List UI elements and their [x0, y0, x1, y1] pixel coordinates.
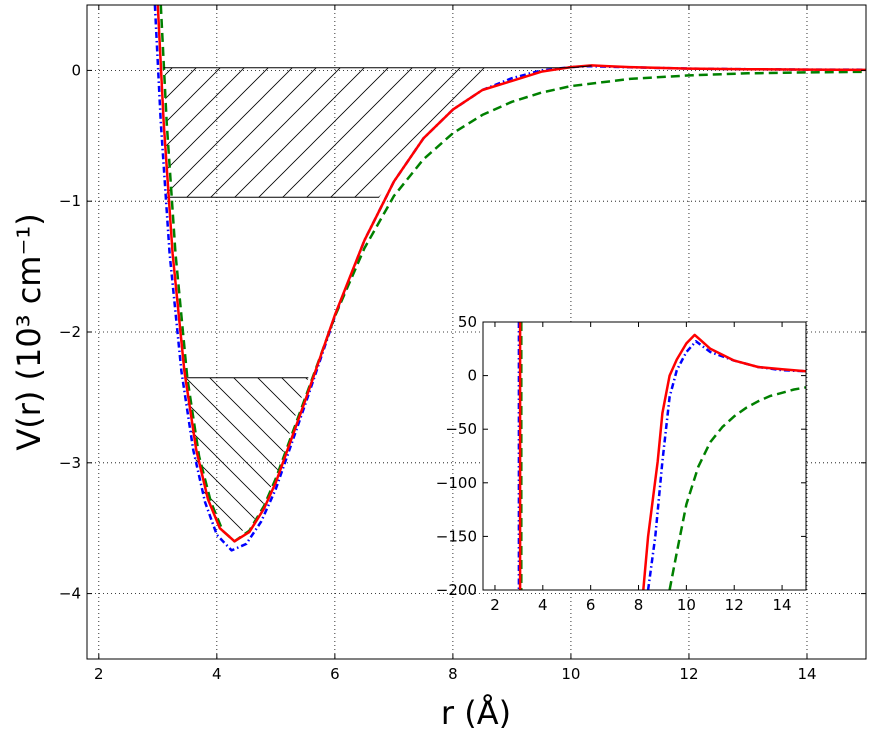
inset-x-tick-label: 10: [677, 596, 696, 614]
y-axis-title: V(r) (10³ cm⁻¹): [10, 213, 48, 450]
hatched-region-2: [184, 377, 309, 539]
main-x-tick-label: 4: [212, 665, 222, 683]
inset-y-tick-label: 0: [467, 367, 477, 385]
main-y-tick-label: −1: [59, 192, 81, 210]
inset-x-tick-label: 12: [725, 596, 744, 614]
inset-x-tick-label: 4: [538, 596, 548, 614]
main-y-tick-label: −3: [59, 454, 81, 472]
main-x-tick-label: 14: [797, 665, 816, 683]
main-series-line-3: [156, 5, 866, 543]
main-x-tick-label: 6: [330, 665, 340, 683]
inset-y-tick-label: −50: [445, 420, 477, 438]
main-x-tick-label: 2: [94, 665, 104, 683]
inset-x-tick-label: 14: [773, 596, 792, 614]
hatched-regions: [164, 67, 498, 539]
inset-series-line-5: [642, 333, 806, 590]
main-y-tick-label: −2: [59, 323, 81, 341]
main-x-tick-label: 12: [679, 665, 698, 683]
main-series-line-4: [163, 65, 592, 69]
inset-ticks: 2 4 6 8 10 12 14 50 0 −50 −100 −150 −200: [436, 313, 806, 614]
x-axis-title: r (Å): [441, 694, 511, 732]
inset-x-tick-label: 2: [490, 596, 500, 614]
inset-y-tick-label: −200: [436, 581, 477, 599]
main-series: [153, 5, 866, 552]
main-y-tick-label: 0: [71, 61, 81, 79]
inset-y-tick-label: 50: [458, 313, 477, 331]
inset-plot-background: [483, 322, 806, 590]
inset-x-tick-label: 8: [634, 596, 644, 614]
inset-y-tick-label: −150: [436, 527, 477, 545]
inset-series-line-3: [668, 386, 806, 590]
main-ticks: 2 4 6 8 10 12 14 0 −1 −2 −3 −4: [59, 5, 866, 683]
inset-x-tick-label: 6: [586, 596, 596, 614]
inset-plot-frame: [482, 321, 807, 591]
main-x-tick-label: 10: [561, 665, 580, 683]
inset-series: [517, 322, 806, 590]
main-x-tick-label: 8: [448, 665, 458, 683]
inset-y-tick-label: −100: [436, 474, 477, 492]
main-series-line-2: [159, 5, 866, 543]
main-y-tick-label: −4: [59, 585, 81, 603]
inset-plot: 2 4 6 8 10 12 14 50 0 −50 −100 −150 −200: [436, 313, 807, 614]
hatched-region-1: [164, 67, 498, 198]
